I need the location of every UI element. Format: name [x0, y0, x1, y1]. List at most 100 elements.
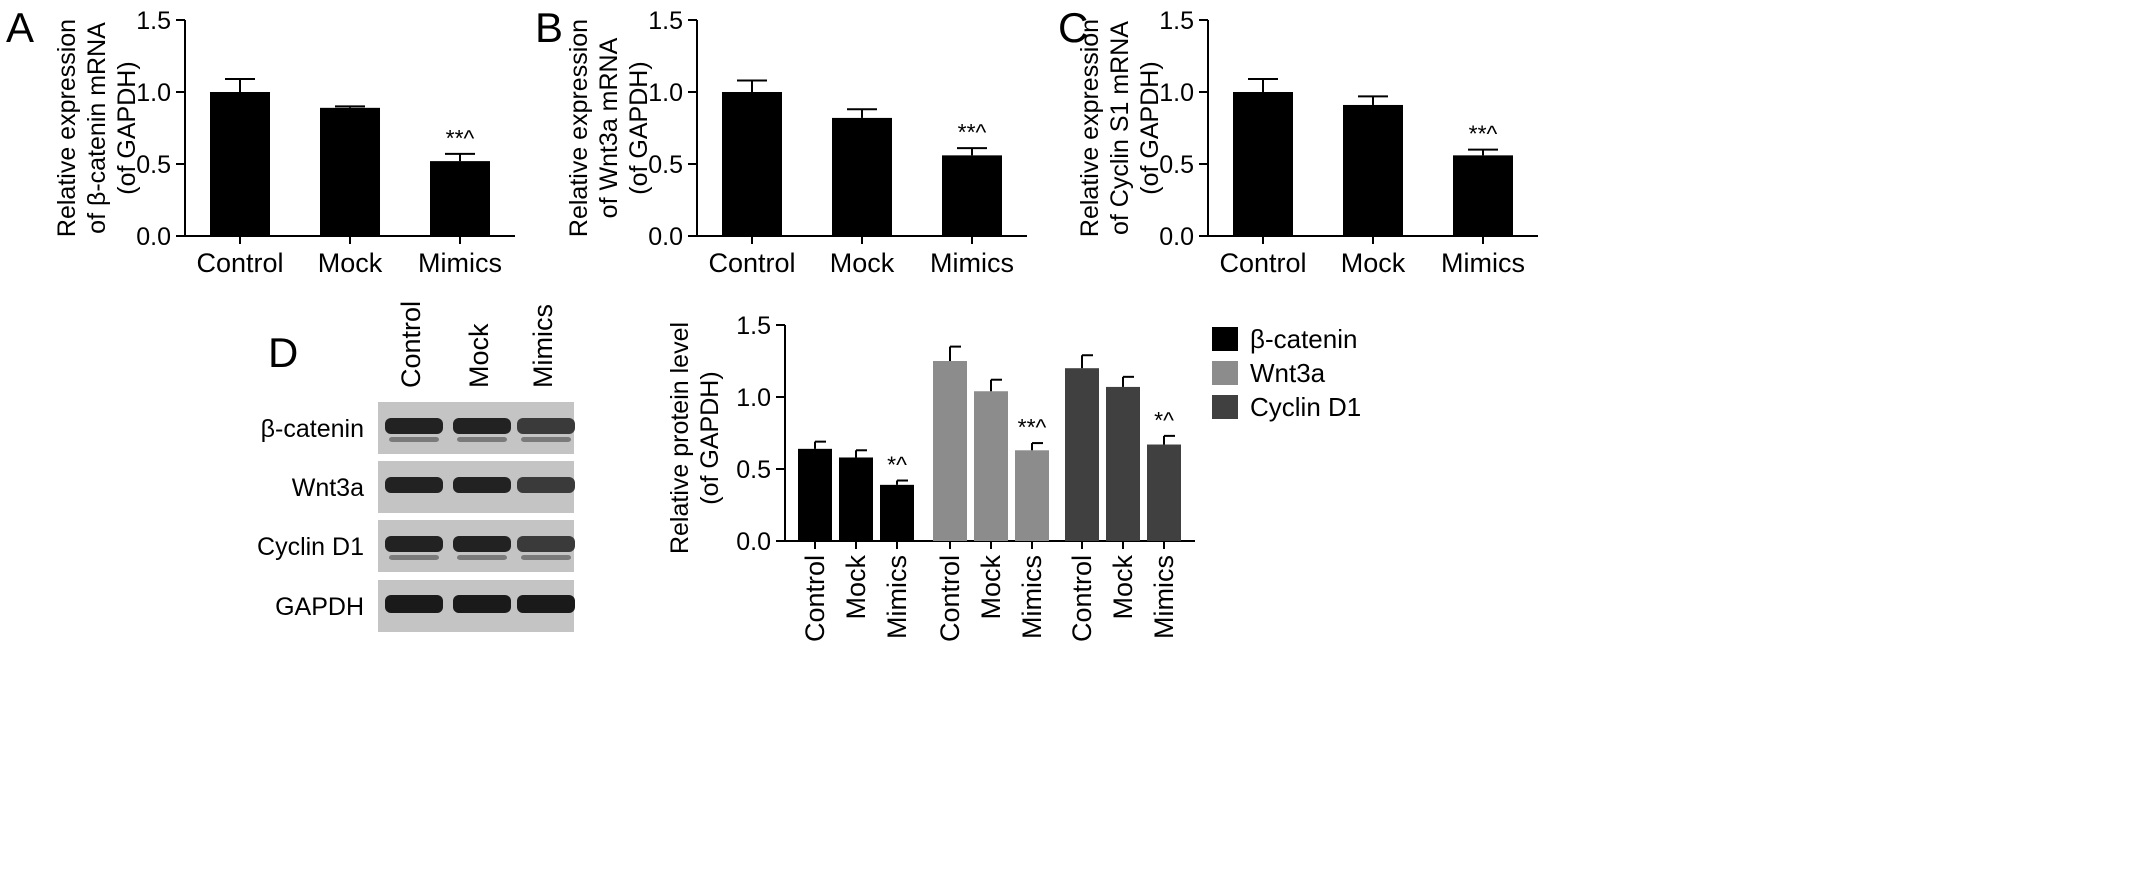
blot-band [517, 477, 575, 493]
chart-panel-b: 0.0 0.5 1.0 1.5 Control Mock Mimics **^ Relative… [565, 7, 1027, 278]
blot-band [453, 595, 511, 613]
category-label: Control [1219, 248, 1306, 278]
chart-panel-c: 0.0 0.5 1.0 1.5 Control Mock Mimics **^ Relative… [1076, 7, 1538, 278]
legend: β-catenin Wnt3a Cyclin D1 [1212, 324, 1361, 422]
blot-band [457, 437, 507, 442]
bar [839, 457, 873, 541]
y-axis-label: Relative expression [1076, 19, 1104, 237]
category-label: Mimics [882, 555, 912, 639]
blot-band [521, 555, 571, 560]
blot-row-label: β-catenin [261, 415, 364, 443]
y-axis-label: Relative expression [565, 19, 593, 237]
category-label: Control [1067, 555, 1097, 642]
y-tick-label: 0.5 [736, 456, 771, 484]
y-tick-label: 1.5 [1159, 7, 1194, 35]
category-label: Control [800, 555, 830, 642]
bar [933, 361, 967, 541]
y-tick-label: 0.5 [136, 151, 171, 179]
bar [1147, 444, 1181, 541]
bar [832, 117, 892, 236]
y-tick-label: 1.0 [136, 79, 171, 107]
blot-lane-label: Mimics [528, 304, 558, 388]
y-axis-label: Relative expression [53, 19, 81, 237]
bar [974, 391, 1008, 541]
category-label: Control [935, 555, 965, 642]
y-axis-label: (of GAPDH) [625, 61, 653, 194]
bar [1106, 386, 1140, 541]
y-axis-label: of Wnt3a mRNA [595, 37, 623, 218]
y-tick-label: 0.5 [1159, 151, 1194, 179]
blot-band [517, 595, 575, 613]
legend-swatch [1212, 395, 1238, 419]
chart-panel-a: 0.0 0.5 1.0 1.5 Control Mock Mimics **^ Relative… [53, 7, 515, 278]
y-axis-label: (of GAPDH) [696, 371, 724, 504]
blot-band [385, 418, 443, 434]
legend-label: Cyclin D1 [1250, 392, 1361, 422]
y-tick-label: 0.0 [1159, 223, 1194, 251]
bar [798, 448, 832, 541]
category-label: Mock [318, 248, 383, 278]
blot-band [385, 595, 443, 613]
y-axis-label: Relative protein level [666, 322, 694, 554]
blot-band [521, 437, 571, 442]
bar [722, 92, 782, 236]
bar [210, 92, 270, 236]
significance-label: **^ [1469, 121, 1498, 147]
panel-letter: A [6, 4, 34, 51]
blot-row-label: Wnt3a [292, 474, 364, 502]
blot-band [453, 536, 511, 552]
blot-row-label: GAPDH [275, 593, 364, 621]
category-label: Mimics [418, 248, 502, 278]
chart-panel-d: 0.0 0.5 1.0 1.5 Control Mock Mimics *^ Control Mo… [666, 312, 1195, 642]
blot-band [389, 555, 439, 560]
bar [880, 484, 914, 541]
bar [1015, 450, 1049, 541]
y-tick-label: 0.0 [136, 223, 171, 251]
significance-label: **^ [446, 125, 475, 151]
y-tick-label: 0.0 [648, 223, 683, 251]
legend-label: β-catenin [1250, 324, 1357, 354]
blot-band [453, 418, 511, 434]
y-tick-label: 0.5 [648, 151, 683, 179]
blot-band [389, 437, 439, 442]
category-label: Mock [1341, 248, 1406, 278]
y-axis-label: (of GAPDH) [113, 61, 141, 194]
blot-band [385, 536, 443, 552]
y-tick-label: 1.5 [136, 7, 171, 35]
blot-band [517, 418, 575, 434]
category-label: Mimics [930, 248, 1014, 278]
bar [320, 107, 380, 236]
y-tick-label: 1.0 [736, 384, 771, 412]
bar [1453, 155, 1513, 236]
y-tick-label: 1.0 [1159, 79, 1194, 107]
significance-label: *^ [1154, 407, 1174, 433]
y-tick-label: 1.5 [736, 312, 771, 340]
panel-letter: B [535, 4, 563, 51]
bar [942, 155, 1002, 236]
legend-swatch [1212, 361, 1238, 385]
blot-band [385, 477, 443, 493]
category-label: Mock [1108, 555, 1138, 620]
blot-band [457, 555, 507, 560]
panel-letter: C [1058, 4, 1088, 51]
blot-lane-label: Control [396, 301, 426, 388]
category-label: Mock [841, 555, 871, 620]
category-label: Mock [830, 248, 895, 278]
bar [1343, 104, 1403, 237]
blot-band [453, 477, 511, 493]
significance-label: **^ [958, 119, 987, 145]
bar [430, 161, 490, 236]
y-tick-label: 1.5 [648, 7, 683, 35]
category-label: Control [196, 248, 283, 278]
panel-letters: A B C D [6, 4, 1088, 376]
blot-row-label: Cyclin D1 [257, 533, 364, 561]
y-axis-label: of β-catenin mRNA [83, 22, 111, 234]
bar [1233, 92, 1293, 236]
category-label: Mimics [1017, 555, 1047, 639]
y-tick-label: 1.0 [648, 79, 683, 107]
western-blot: Control Mock Mimics β-catenin Wnt3a Cyclin D1… [257, 301, 575, 632]
category-label: Control [708, 248, 795, 278]
blot-lane-label: Mock [464, 323, 494, 388]
category-label: Mimics [1441, 248, 1525, 278]
